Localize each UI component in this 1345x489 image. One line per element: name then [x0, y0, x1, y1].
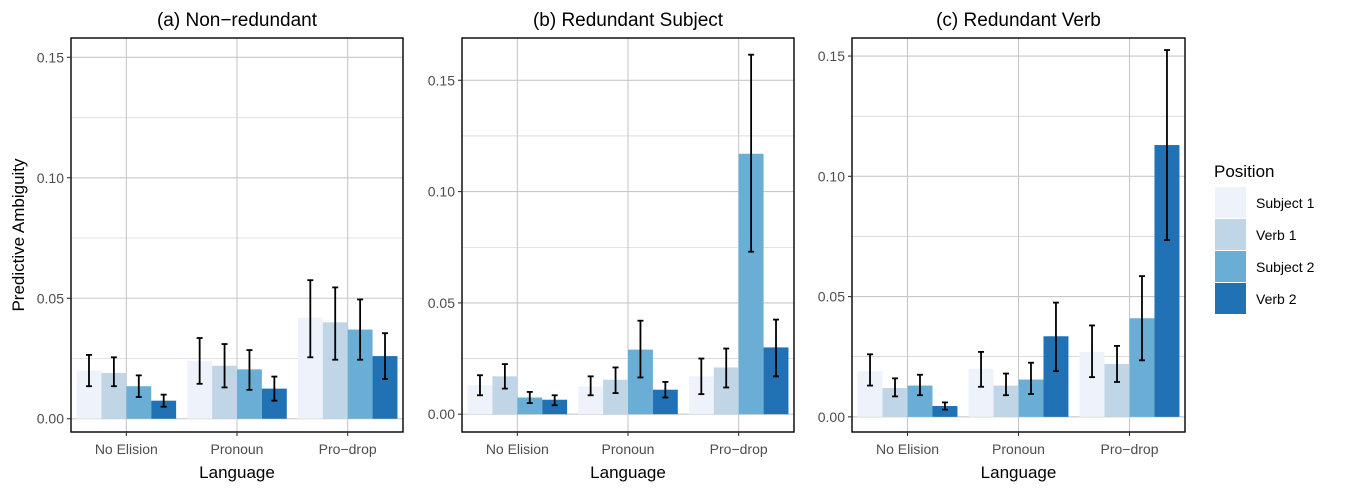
x-axis-label: Language	[590, 463, 666, 482]
y-tick-label: 0.15	[818, 48, 845, 64]
y-tick-label: 0.00	[818, 409, 845, 425]
y-axis-label: Predictive Ambiguity	[9, 158, 28, 312]
y-tick-label: 0.00	[428, 406, 455, 422]
panel-title: (b) Redundant Subject	[533, 10, 724, 31]
y-tick-label: 0.10	[428, 184, 455, 200]
x-tick-label: No Elision	[486, 441, 549, 457]
y-tick-label: 0.15	[428, 72, 455, 88]
legend-label: Verb 1	[1256, 227, 1297, 243]
y-tick-label: 0.05	[37, 290, 64, 306]
x-tick-label: Pro−drop	[710, 441, 768, 457]
legend-item: Verb 2	[1215, 283, 1297, 314]
panel-2: 0.00 0.05 0.10 0.15 No Elision Pronoun Pro−dro…	[428, 10, 794, 482]
y-tick-label: 0.15	[37, 49, 64, 65]
legend-label: Subject 1	[1256, 195, 1315, 211]
y-tick-label: 0.00	[37, 411, 64, 427]
x-tick-label: Pronoun	[992, 441, 1045, 457]
x-tick-label: Pro−drop	[1101, 441, 1159, 457]
legend-item: Subject 2	[1215, 251, 1315, 282]
x-axis-label: Language	[981, 463, 1057, 482]
x-axis-label: Language	[199, 463, 275, 482]
y-tick-label: 0.10	[37, 170, 64, 186]
x-tick-label: Pronoun	[602, 441, 655, 457]
y-tick-label: 0.05	[428, 295, 455, 311]
x-tick-label: Pro−drop	[319, 441, 377, 457]
x-tick-label: No Elision	[95, 441, 158, 457]
panel-title: (a) Non−redundant	[157, 10, 318, 31]
legend-item: Subject 1	[1215, 187, 1315, 218]
panel-3: 0.00 0.05 0.10 0.15 No Elision Pronoun Pro−dro…	[818, 10, 1185, 482]
legend-label: Verb 2	[1256, 291, 1297, 307]
legend-swatch	[1215, 251, 1246, 282]
legend-item: Verb 1	[1215, 219, 1297, 250]
legend: Position Subject 1 Verb 1 Subject 2 Verb 2	[1214, 162, 1315, 314]
y-tick-label: 0.05	[818, 289, 845, 305]
x-tick-label: Pronoun	[211, 441, 264, 457]
panel-1: 0.00 0.05 0.10 0.15 No Elision Pronoun Pro−dro…	[37, 10, 403, 482]
legend-label: Subject 2	[1256, 259, 1315, 275]
x-tick-label: No Elision	[876, 441, 939, 457]
legend-swatch	[1215, 187, 1246, 218]
y-tick-label: 0.10	[818, 168, 845, 184]
panel-title: (c) Redundant Verb	[936, 10, 1101, 31]
legend-title: Position	[1214, 162, 1274, 181]
legend-swatch	[1215, 283, 1246, 314]
legend-swatch	[1215, 219, 1246, 250]
